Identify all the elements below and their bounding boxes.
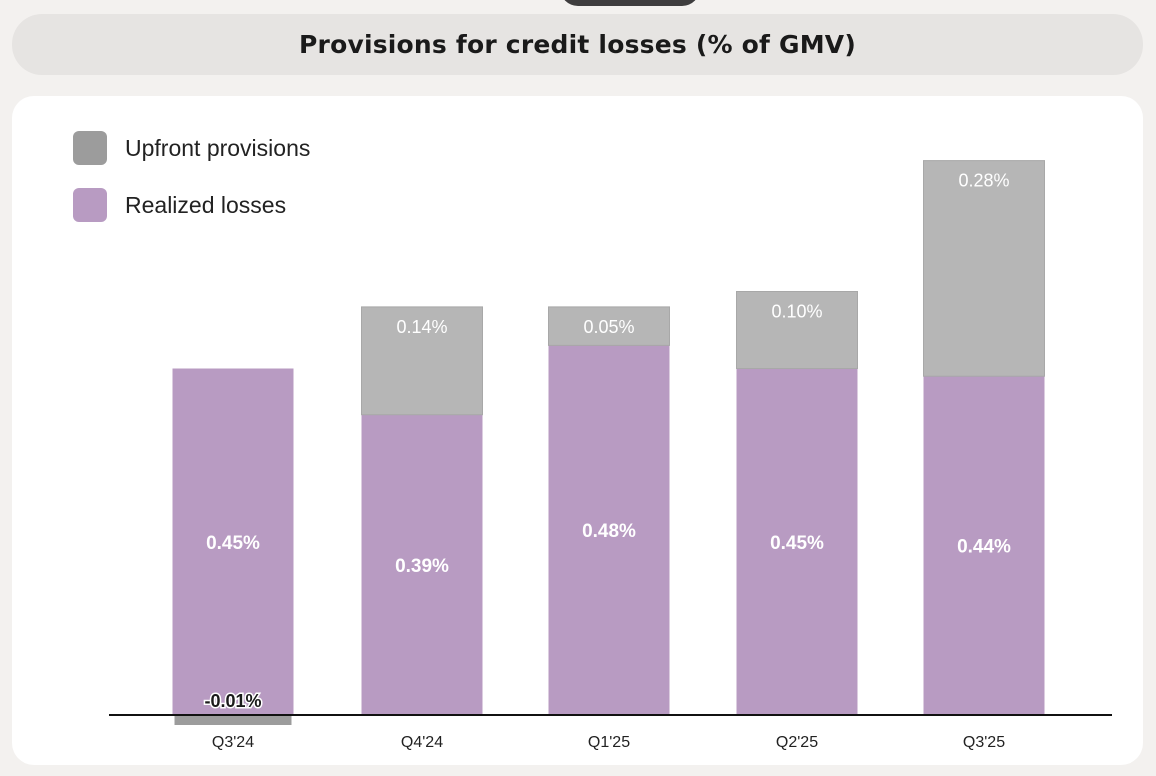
x-tick-label: Q4'24 — [401, 734, 443, 751]
legend-label-upfront: Upfront provisions — [125, 134, 311, 161]
upfront-value-label: 0.05% — [583, 317, 634, 337]
chart-title: Provisions for credit losses (% of GMV) — [299, 30, 856, 59]
x-tick-label: Q1'25 — [588, 734, 630, 751]
upfront-bar — [361, 306, 483, 416]
top-edge — [0, 0, 1156, 12]
upfront-bar-negative — [174, 715, 292, 725]
legend-swatch-realized — [73, 188, 107, 222]
legend-item-upfront: Upfront provisions — [73, 131, 310, 165]
legend-label-realized: Realized losses — [125, 191, 287, 218]
upfront-value-label: 0.28% — [958, 171, 1009, 191]
realized-bar — [172, 368, 294, 715]
upfront-value-label: -0.01% — [204, 691, 261, 711]
legend-item-realized: Realized losses — [73, 188, 286, 222]
upfront-value-label: 0.14% — [396, 317, 447, 337]
upfront-bar — [923, 160, 1045, 377]
cropped-header-shape — [560, 0, 700, 6]
realized-bar — [548, 345, 670, 715]
upfront-bar — [736, 291, 858, 369]
title-banner: Provisions for credit losses (% of GMV) — [12, 14, 1143, 75]
realized-value-label: 0.45% — [770, 533, 824, 554]
realized-value-label: 0.48% — [582, 521, 636, 542]
x-tick-label: Q3'24 — [212, 734, 254, 751]
upfront-bar — [548, 306, 670, 346]
realized-bar — [736, 368, 858, 715]
x-tick-label: Q3'25 — [963, 734, 1005, 751]
upfront-value-label: 0.10% — [771, 302, 822, 322]
x-tick-label: Q2'25 — [776, 734, 818, 751]
realized-bar — [361, 414, 483, 715]
realized-value-label: 0.45% — [206, 533, 260, 554]
legend-swatch-upfront — [73, 131, 107, 165]
realized-value-label: 0.39% — [395, 556, 449, 577]
realized-value-label: 0.44% — [957, 537, 1011, 558]
realized-bar — [923, 376, 1045, 715]
